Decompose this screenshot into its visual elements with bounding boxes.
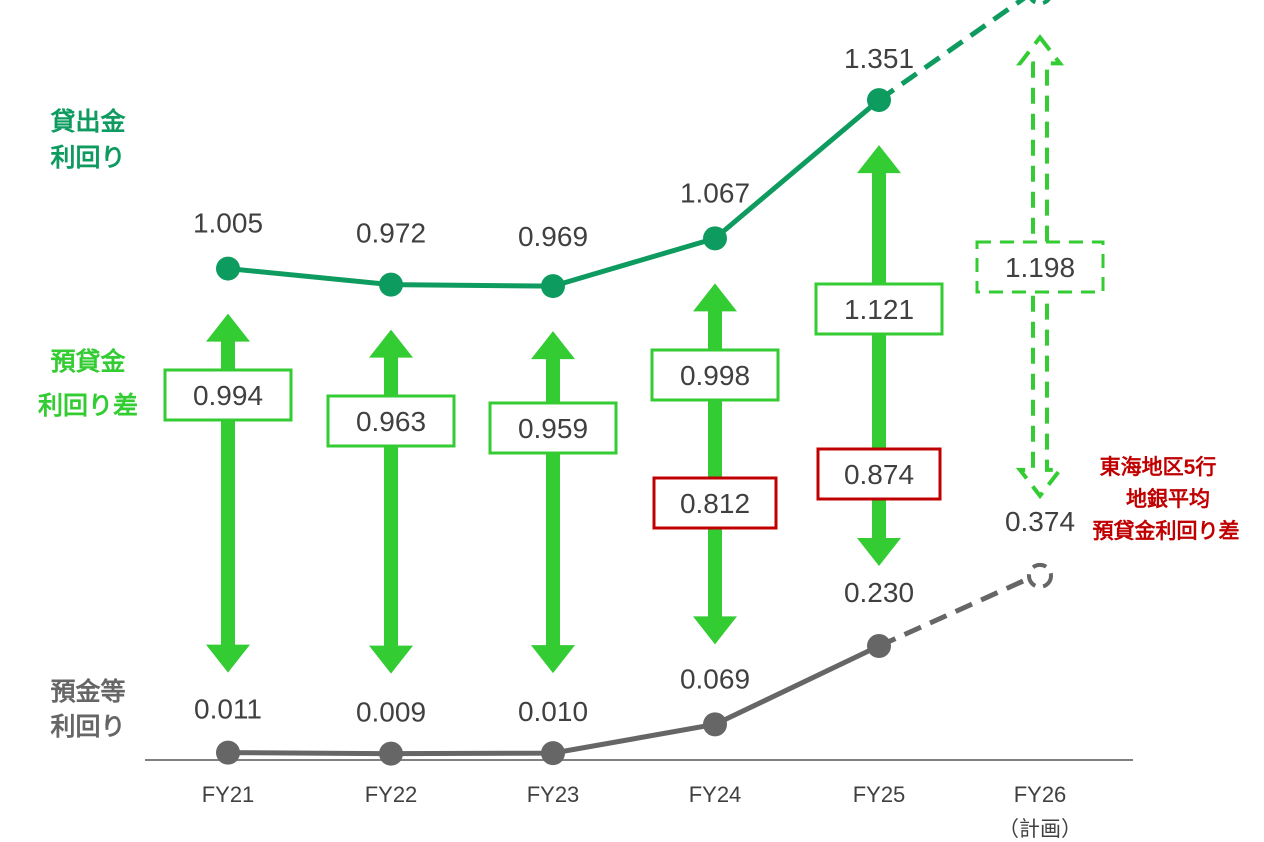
x-tick-label: FY26 — [1014, 782, 1067, 807]
x-tick-label: FY21 — [202, 782, 255, 807]
spread-arrow-planned — [1015, 34, 1065, 500]
loan-yield-value-label: 1.005 — [193, 208, 263, 239]
spread-arrow-head-down — [369, 645, 413, 674]
regional-average-value-label: 0.874 — [844, 459, 914, 490]
spread-value-box — [488, 401, 618, 455]
spread-arrow-head-down — [206, 644, 250, 673]
loan-yield-label-line2: 利回り — [50, 144, 125, 172]
spread-arrow-head-up — [206, 313, 250, 342]
spread-arrow-head-down — [857, 537, 901, 566]
deposit-yield-value-label: 0.374 — [1005, 506, 1075, 537]
regional-average-box — [652, 476, 778, 530]
x-tick-label: FY24 — [689, 782, 742, 807]
x-tick-label: FY23 — [527, 782, 580, 807]
spread-label-line2: 利回り差 — [38, 391, 138, 420]
loan-yield-point — [216, 256, 240, 281]
deposit-yield-label-line1: 預金等 — [50, 677, 125, 706]
loan-yield-point-planned — [1029, 0, 1051, 6]
deposit-yield-point — [867, 633, 891, 658]
deposit-yield-value-label: 0.009 — [356, 697, 426, 728]
x-tick-label: FY22 — [365, 782, 418, 807]
loan-yield-label-line1: 貸出金 — [50, 107, 126, 136]
x-tick-label: FY25 — [853, 782, 906, 807]
deposit-yield-value-label: 0.010 — [518, 696, 588, 727]
spread-value-label: 1.121 — [844, 294, 914, 325]
regional-average-label-line2: 地銀平均 — [1126, 487, 1210, 511]
spread-value-box — [326, 394, 456, 448]
chart-marks: 0.994 0.963 0.959 0.998 1.121 1.198 0.812 0.874… — [163, 0, 1105, 841]
spread-arrow-head-down — [531, 645, 575, 674]
deposit-yield-value-label: 0.230 — [844, 577, 914, 608]
spread-arrow-head-up — [693, 283, 737, 312]
spread-arrow-head-down — [693, 616, 737, 645]
loan-yield-point — [703, 226, 727, 251]
deposit-yield-point — [703, 712, 727, 737]
spread-value-label: 0.963 — [356, 406, 426, 437]
spread-value-box — [975, 240, 1105, 294]
deposit-yield-label-line2: 利回り — [50, 713, 125, 741]
spread-value-label: 1.198 — [1005, 252, 1075, 283]
loan-yield-value-label: 1.351 — [844, 43, 914, 74]
spread-value-box — [163, 368, 293, 422]
spread-value-label: 0.994 — [193, 380, 263, 411]
loan-yield-point — [541, 274, 565, 299]
regional-average-label-line1: 東海地区5行 — [1100, 455, 1217, 479]
spread-value-box — [814, 282, 944, 336]
spread-arrow-head-up — [857, 145, 901, 174]
loan-yield-line — [227, 98, 881, 289]
loan-yield-value-label: 1.067 — [680, 177, 750, 208]
loan-yield-point — [379, 272, 403, 297]
deposit-yield-point — [379, 741, 403, 766]
loan-yield-point — [867, 88, 891, 113]
spread-arrow-head-up — [531, 331, 575, 360]
loan-yield-value-label: 0.972 — [356, 218, 426, 249]
regional-average-label-line3: 預貸金利回り差 — [1093, 519, 1240, 543]
spread-value-box — [650, 348, 780, 402]
loan-yield-value-label: 0.969 — [518, 221, 588, 252]
regional-average-box — [816, 447, 942, 501]
deposit-yield-point-planned — [1027, 562, 1053, 589]
loan-yield-line-planned — [877, 0, 1026, 103]
spread-label-line1: 預貸金 — [50, 347, 126, 376]
x-tick-sublabel: （計画） — [998, 818, 1082, 841]
deposit-yield-point — [541, 741, 565, 766]
deposit-yield-value-label: 0.011 — [194, 694, 262, 725]
regional-average-value-label: 0.812 — [680, 488, 750, 519]
spread-arrow-head-up — [369, 329, 413, 358]
deposit-yield-point — [216, 740, 240, 765]
spread-value-label: 0.959 — [518, 413, 588, 444]
deposit-yield-value-label: 0.069 — [680, 663, 750, 694]
spread-value-label: 0.998 — [680, 360, 750, 391]
